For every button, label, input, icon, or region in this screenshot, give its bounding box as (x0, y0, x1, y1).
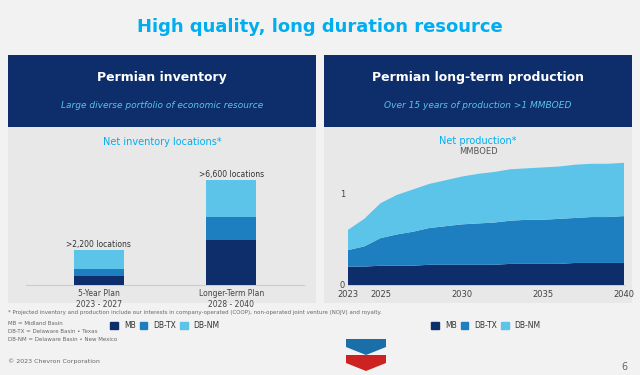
Text: High quality, long duration resource: High quality, long duration resource (137, 18, 503, 36)
Text: Permian long-term production: Permian long-term production (372, 70, 584, 84)
Text: * Projected inventory and production include our interests in company-operated (: * Projected inventory and production inc… (8, 310, 381, 315)
Bar (206, 180, 257, 217)
Text: DB-TX = Delaware Basin • Texas: DB-TX = Delaware Basin • Texas (8, 329, 97, 334)
Legend: MB, DB-TX, DB-NM: MB, DB-TX, DB-NM (107, 318, 223, 333)
Text: 6: 6 (622, 362, 628, 372)
Text: Over 15 years of production >1 MMBOED: Over 15 years of production >1 MMBOED (384, 100, 572, 109)
Text: DB-NM = Delaware Basin • New Mexico: DB-NM = Delaware Basin • New Mexico (8, 337, 117, 342)
Text: © 2023 Chevron Corporation: © 2023 Chevron Corporation (8, 358, 100, 364)
Text: MB = Midland Basin: MB = Midland Basin (8, 321, 63, 326)
Bar (74, 276, 124, 285)
Text: Permian inventory: Permian inventory (97, 70, 227, 84)
Text: >6,600 locations: >6,600 locations (198, 170, 264, 178)
Bar (206, 217, 257, 240)
Text: Large diverse portfolio of economic resource: Large diverse portfolio of economic reso… (61, 100, 263, 109)
Bar (74, 269, 124, 276)
Text: Net inventory locations*: Net inventory locations* (102, 137, 221, 147)
Legend: MB, DB-TX, DB-NM: MB, DB-TX, DB-NM (428, 318, 544, 333)
Text: MMBOED: MMBOED (459, 147, 497, 156)
Polygon shape (346, 355, 386, 371)
Text: Net production*: Net production* (439, 136, 516, 146)
Bar (206, 240, 257, 285)
Text: >2,200 locations: >2,200 locations (67, 240, 131, 249)
Polygon shape (346, 339, 386, 355)
Bar (74, 250, 124, 269)
